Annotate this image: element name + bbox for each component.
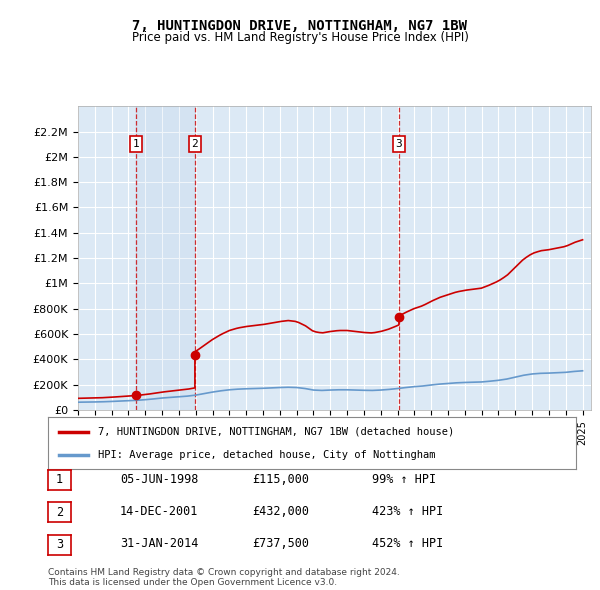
Text: 1: 1	[133, 139, 139, 149]
Text: 2: 2	[56, 506, 63, 519]
Text: 7, HUNTINGDON DRIVE, NOTTINGHAM, NG7 1BW: 7, HUNTINGDON DRIVE, NOTTINGHAM, NG7 1BW	[133, 19, 467, 33]
Text: 1: 1	[56, 473, 63, 486]
Text: 452% ↑ HPI: 452% ↑ HPI	[372, 537, 443, 550]
Text: 7, HUNTINGDON DRIVE, NOTTINGHAM, NG7 1BW (detached house): 7, HUNTINGDON DRIVE, NOTTINGHAM, NG7 1BW…	[98, 427, 454, 437]
Text: HPI: Average price, detached house, City of Nottingham: HPI: Average price, detached house, City…	[98, 450, 436, 460]
Text: £432,000: £432,000	[252, 505, 309, 518]
Bar	[136, 106, 195, 410]
Text: £115,000: £115,000	[252, 473, 309, 486]
Text: 31-JAN-2014: 31-JAN-2014	[120, 537, 199, 550]
Text: £737,500: £737,500	[252, 537, 309, 550]
Text: Price paid vs. HM Land Registry's House Price Index (HPI): Price paid vs. HM Land Registry's House …	[131, 31, 469, 44]
Text: 2: 2	[191, 139, 198, 149]
Text: 14-DEC-2001: 14-DEC-2001	[120, 505, 199, 518]
Text: 99% ↑ HPI: 99% ↑ HPI	[372, 473, 436, 486]
Text: 05-JUN-1998: 05-JUN-1998	[120, 473, 199, 486]
Text: 3: 3	[56, 538, 63, 551]
Text: 3: 3	[395, 139, 402, 149]
Text: 423% ↑ HPI: 423% ↑ HPI	[372, 505, 443, 518]
Text: Contains HM Land Registry data © Crown copyright and database right 2024.
This d: Contains HM Land Registry data © Crown c…	[48, 568, 400, 587]
